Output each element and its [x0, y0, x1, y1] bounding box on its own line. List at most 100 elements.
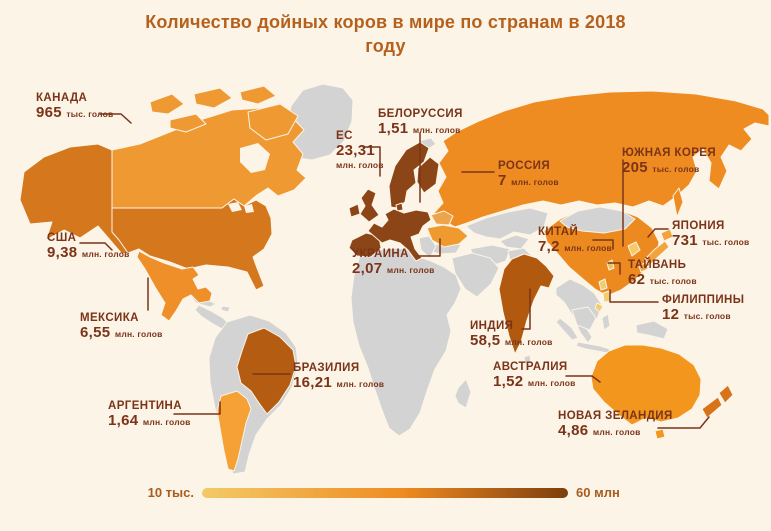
country-kazakhstan-shape: [465, 207, 549, 240]
country-label-south-korea: ЮЖНАЯ КОРЕЯ 205 тыс. голов: [622, 147, 716, 177]
island-tasmania-shape: [654, 428, 666, 440]
country-label-new-zealand: НОВАЯ ЗЕЛАНДИЯ 4,86 млн. голов: [558, 410, 673, 440]
region-central-asia-shape: [499, 234, 530, 250]
leader-line-eu: [362, 146, 381, 177]
country-australia-shape: [590, 344, 702, 426]
region-eu-mainland-shape: [367, 208, 432, 262]
leader-line-new-zealand: [657, 416, 710, 429]
country-value: 16,21 млн. голов: [293, 373, 385, 391]
country-label-india: ИНДИЯ 58,5 млн. голов: [470, 320, 553, 350]
island-borneo-shape: [571, 306, 597, 331]
leader-line-taiwan: [607, 262, 621, 275]
island-sulawesi-shape: [601, 313, 611, 331]
country-label-china: КИТАЙ 7,2 млн. голов: [538, 226, 612, 256]
island-new-guinea-shape: [635, 320, 669, 340]
country-value: 1,52 млн. голов: [493, 372, 576, 390]
island-sakhalin-shape: [672, 187, 684, 218]
country-russia-shape: [433, 90, 770, 228]
country-label-brazil: БРАЗИЛИЯ 16,21 млн. голов: [293, 362, 384, 392]
country-name: КИТАЙ: [538, 226, 579, 238]
country-value: 62 тыс. голов: [628, 270, 697, 288]
country-label-belarus: БЕЛОРУССИЯ 1,51 млн. голов: [378, 108, 463, 138]
region-balkans-shape: [418, 235, 437, 259]
country-brazil-shape: [236, 327, 297, 415]
island-hispaniola-shape: [220, 305, 231, 313]
country-name: ЕС: [336, 130, 353, 142]
country-value: 6,55 млн. голов: [80, 323, 163, 341]
country-label-usa: США 9,38 млн. голов: [47, 232, 130, 262]
country-japan-honshu-shape: [644, 240, 670, 266]
country-name: РОССИЯ: [498, 160, 551, 172]
country-name: ИНДИЯ: [470, 320, 514, 332]
country-japan-kyushu-shape: [638, 261, 649, 273]
country-value: 58,5 млн. голов: [470, 331, 553, 349]
country-label-australia: АВСТРАЛИЯ 1,52 млн. голов: [493, 361, 576, 391]
country-japan-hokkaido-shape: [660, 228, 674, 242]
canada-arctic-island-shape: [193, 87, 233, 109]
country-name: КАНАДА: [36, 92, 88, 104]
island-sri-lanka-shape: [523, 354, 532, 365]
country-usa-shape: [111, 198, 273, 291]
great-lakes: [244, 204, 254, 213]
country-label-russia: РОССИЯ 7 млн. голов: [498, 160, 559, 190]
legend-gradient-bar: [202, 488, 568, 498]
legend-min-label: 10 тыс.: [147, 485, 194, 500]
country-greenland-shape: [286, 83, 354, 161]
country-mexico-shape: [136, 250, 213, 322]
country-name: США: [47, 232, 77, 244]
leader-line-usa: [79, 242, 113, 251]
region-africa-shape: [350, 247, 462, 437]
country-india-shape: [498, 253, 555, 355]
page-title: Количество дойных коров в мире по страна…: [145, 12, 626, 57]
canada-baffin-island-shape: [247, 103, 299, 141]
country-value: 731 тыс. голов: [672, 231, 750, 249]
country-name: ЯПОНИЯ: [672, 220, 725, 232]
country-finland-shape: [416, 156, 440, 194]
country-value: 205 тыс. голов: [622, 158, 700, 176]
country-name: АВСТРАЛИЯ: [493, 361, 568, 373]
country-label-canada: КАНАДА 965 тыс. голов: [36, 92, 113, 122]
country-value: 1,51 млн. голов: [378, 119, 461, 137]
canada-arctic-island-shape: [169, 113, 207, 133]
canada-arctic-island-shape: [239, 85, 277, 105]
country-value: 2,07 млн. голов: [352, 259, 435, 277]
country-ukraine-shape: [426, 224, 469, 248]
country-name: МЕКСИКА: [80, 312, 139, 324]
leader-line-ukraine: [417, 238, 441, 257]
leader-line-india: [521, 288, 531, 330]
legend: 10 тыс. 60 млн: [0, 481, 771, 511]
region-alaska-shape: [19, 143, 131, 255]
country-label-mexico: МЕКСИКА 6,55 млн. голов: [80, 312, 163, 342]
country-value: 9,38 млн. голов: [47, 243, 130, 261]
great-lakes: [228, 202, 242, 212]
country-name: АРГЕНТИНА: [108, 400, 182, 412]
country-label-ukraine: УКРАИНА 2,07 млн. голов: [352, 248, 435, 278]
country-argentina-shape: [216, 390, 252, 472]
island-sumatra-shape: [555, 317, 579, 341]
country-value: 4,86 млн. голов: [558, 421, 641, 439]
country-name: БРАЗИЛИЯ: [293, 362, 360, 374]
country-value: 7,2 млн. голов: [538, 237, 612, 255]
country-value: 23,31 млн. голов: [336, 141, 384, 170]
country-value: 1,64 млн. голов: [108, 411, 191, 429]
hudson-bay: [240, 143, 270, 173]
country-name: УКРАИНА: [352, 248, 409, 260]
country-label-philippines: ФИЛИППИНЫ 12 тыс. голов: [662, 294, 744, 324]
leader-line-china: [592, 239, 614, 250]
country-new-zealand-south-shape: [701, 396, 723, 419]
country-label-taiwan: ТАЙВАНЬ 62 тыс. голов: [628, 259, 697, 289]
country-name: ФИЛИППИНЫ: [662, 294, 745, 306]
country-label-argentina: АРГЕНТИНА 1,64 млн. голов: [108, 400, 191, 430]
country-mongolia-shape: [559, 206, 636, 234]
canada-arctic-island-shape: [149, 93, 185, 115]
country-label-eu: ЕС 23,31 млн. голов: [336, 130, 384, 170]
country-belarus-shape: [430, 210, 454, 226]
country-name: НОВАЯ ЗЕЛАНДИЯ: [558, 410, 673, 422]
leader-line-canada: [99, 113, 132, 124]
leader-line-argentina: [173, 401, 221, 415]
country-uk-shape: [359, 188, 380, 223]
country-philippines-shape: [598, 278, 608, 291]
leader-line-australia: [565, 375, 601, 383]
country-value: 12 тыс. голов: [662, 305, 731, 323]
